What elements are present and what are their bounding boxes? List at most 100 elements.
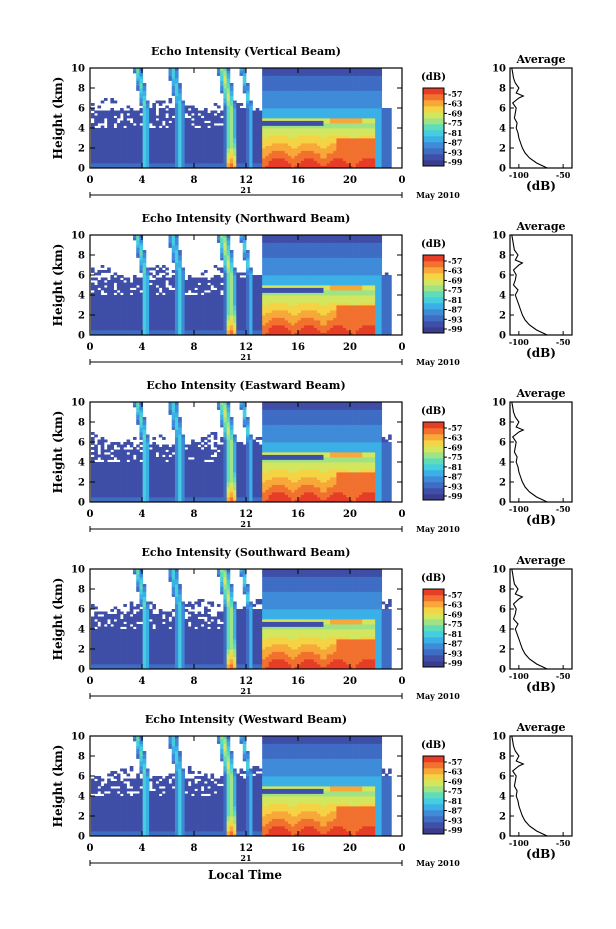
y-tick-label: 6	[78, 772, 85, 783]
colorbar-swatch	[423, 142, 444, 148]
avg-y-tick-label: 0	[499, 331, 506, 342]
colorbar-tick-label: -69	[448, 442, 463, 452]
y-axis-label: Height (km)	[51, 411, 65, 494]
avg-y-tick-label: 2	[499, 645, 506, 656]
average-profile-line	[512, 736, 547, 836]
y-tick-label: 10	[71, 565, 85, 576]
avg-y-tick-label: 8	[499, 251, 506, 262]
colorbar-swatch	[423, 619, 444, 625]
colorbar-swatch	[423, 792, 444, 798]
y-tick-label: 4	[78, 792, 85, 803]
colorbar-tick-label: -63	[448, 600, 463, 610]
x-tick-label: 16	[291, 342, 305, 353]
avg-y-tick-label: 0	[499, 498, 506, 509]
colorbar-swatch	[423, 452, 444, 458]
colorbar-tick-label: -57	[448, 256, 462, 266]
x-tick-label: 0	[87, 509, 94, 520]
y-tick-label: 4	[78, 291, 85, 302]
y-tick-label: 0	[78, 331, 85, 342]
avg-y-tick-label: 0	[499, 832, 506, 843]
colorbar-tick-label: -81	[448, 796, 462, 806]
avg-x-label: (dB)	[526, 680, 556, 694]
colorbar-tick-label: -63	[448, 767, 463, 777]
colorbar-swatch	[423, 482, 444, 488]
x-tick-label: 4	[139, 342, 146, 353]
colorbar-tick-label: -93	[448, 648, 463, 658]
x-tick-label: 8	[191, 342, 198, 353]
colorbar-swatch	[423, 446, 444, 452]
day-label: 21	[240, 352, 251, 362]
avg-x-label: (dB)	[526, 179, 556, 193]
y-tick-label: 6	[78, 605, 85, 616]
colorbar-swatch	[423, 661, 444, 667]
y-tick-label: 0	[78, 498, 85, 509]
colorbar-swatch	[423, 315, 444, 321]
panel-5: Echo Intensity (Westward Beam)0246810Hei…	[51, 713, 572, 868]
colorbar-swatch	[423, 607, 444, 613]
heatmap-cells	[91, 402, 392, 502]
colorbar-swatch	[423, 798, 444, 804]
colorbar-tick-label: -99	[448, 658, 463, 668]
colorbar-tick-label: -63	[448, 99, 463, 109]
colorbar-tick-label: -69	[448, 609, 463, 619]
avg-y-tick-label: 10	[492, 398, 506, 409]
date-label: May 2010	[416, 524, 460, 534]
x-tick-label: 16	[291, 676, 305, 687]
colorbar-tick-label: -87	[448, 138, 462, 148]
avg-x-label: (dB)	[526, 346, 556, 360]
x-tick-label: 20	[343, 509, 357, 520]
colorbar-swatch	[423, 786, 444, 792]
x-tick-label: 0	[87, 843, 94, 854]
y-tick-label: 8	[78, 418, 85, 429]
avg-y-tick-label: 6	[499, 438, 506, 449]
y-tick-label: 2	[78, 812, 85, 823]
colorbar-swatch	[423, 458, 444, 464]
avg-y-tick-label: 2	[499, 478, 506, 489]
colorbar-tick-label: -57	[448, 423, 462, 433]
y-tick-label: 10	[71, 64, 85, 75]
colorbar-swatch	[423, 625, 444, 631]
x-tick-label: 0	[87, 342, 94, 353]
y-tick-label: 10	[71, 231, 85, 242]
avg-y-tick-label: 6	[499, 271, 506, 282]
colorbar-swatch	[423, 94, 444, 100]
y-tick-label: 8	[78, 251, 85, 262]
colorbar-tick-label: -99	[448, 157, 463, 167]
x-tick-label: 4	[139, 676, 146, 687]
colorbar-tick-label: -93	[448, 481, 463, 491]
colorbar-tick-label: -69	[448, 275, 463, 285]
colorbar-swatch	[423, 762, 444, 768]
colorbar-tick-label: -87	[448, 472, 462, 482]
y-tick-label: 10	[71, 398, 85, 409]
y-tick-label: 2	[78, 144, 85, 155]
avg-x-tick-label: -50	[556, 337, 571, 347]
colorbar-swatch	[423, 595, 444, 601]
colorbar-tick-label: -75	[448, 786, 462, 796]
avg-y-tick-label: 10	[492, 231, 506, 242]
colorbar-swatch	[423, 601, 444, 607]
x-tick-label: 20	[343, 175, 357, 186]
colorbar-tick-label: -75	[448, 118, 462, 128]
colorbar-swatch	[423, 649, 444, 655]
colorbar-swatch	[423, 810, 444, 816]
x-tick-label: 16	[291, 843, 305, 854]
y-tick-label: 8	[78, 585, 85, 596]
colorbar-swatch	[423, 130, 444, 136]
colorbar-tick-label: -75	[448, 452, 462, 462]
average-title: Average	[515, 554, 565, 567]
average-title: Average	[515, 53, 565, 66]
date-label: May 2010	[416, 357, 460, 367]
colorbar-tick-label: -69	[448, 108, 463, 118]
colorbar-unit: (dB)	[421, 72, 446, 83]
avg-y-tick-label: 8	[499, 585, 506, 596]
colorbar-swatch	[423, 768, 444, 774]
panel-2: Echo Intensity (Northward Beam)0246810He…	[51, 212, 572, 367]
average-title: Average	[515, 387, 565, 400]
colorbar-swatch	[423, 488, 444, 494]
colorbar-tick-label: -57	[448, 590, 462, 600]
colorbar-tick-label: -81	[448, 629, 462, 639]
colorbar-swatch	[423, 273, 444, 279]
y-axis-label: Height (km)	[51, 77, 65, 160]
y-axis-label: Height (km)	[51, 578, 65, 661]
